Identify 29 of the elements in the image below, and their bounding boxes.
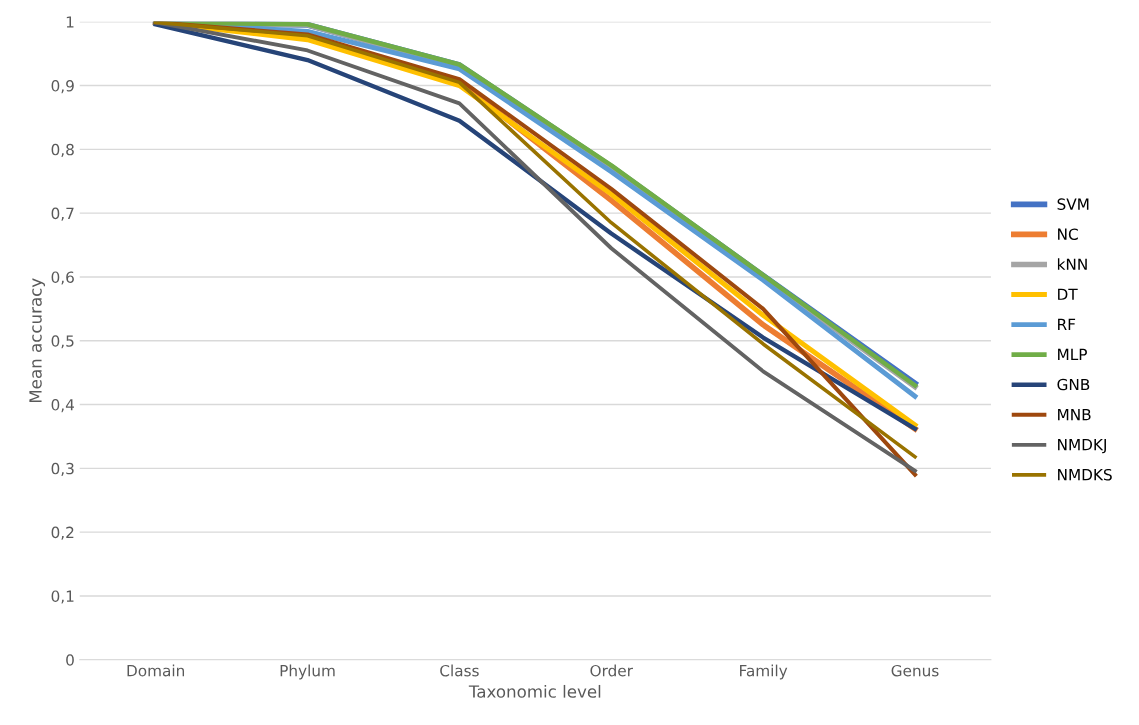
y-tick-label: 0,5 [51,335,74,349]
y-tick-label: 0,1 [51,590,74,604]
legend-label: GNB [1057,378,1090,391]
x-tick-label: Phylum [280,664,335,680]
x-axis-title: Taxonomic level [468,684,601,698]
y-tick-label: 0,4 [51,399,75,413]
x-tick-label: Family [740,664,788,680]
legend-label: SVM [1057,198,1089,210]
y-tick-label: 1 [66,16,74,28]
y-axis-title: Mean accuracy [29,278,46,403]
x-tick-label: Class [440,664,479,677]
legend-label: RF [1058,318,1076,330]
legend-label: DT [1058,288,1078,300]
y-tick-label: 0,3 [51,462,74,476]
legend-label: NMDKJ [1058,439,1106,454]
x-tick-label: Order [590,664,633,677]
legend-label: kNN [1057,258,1087,270]
legend-label: NMDKS [1058,468,1112,481]
x-tick-label: Genus [891,664,939,677]
x-tick-label: Domain [127,664,185,677]
y-tick-label: 0 [66,654,74,666]
y-tick-label: 0,7 [51,207,74,221]
legend-label: MNB [1058,408,1091,421]
legend-label: NC [1058,228,1078,240]
legend-label: MLP [1058,348,1087,360]
y-tick-label: 0,9 [51,80,74,94]
y-tick-label: 0,8 [51,143,74,157]
y-tick-label: 0,6 [51,271,74,285]
y-tick-label: 0,2 [51,526,74,540]
